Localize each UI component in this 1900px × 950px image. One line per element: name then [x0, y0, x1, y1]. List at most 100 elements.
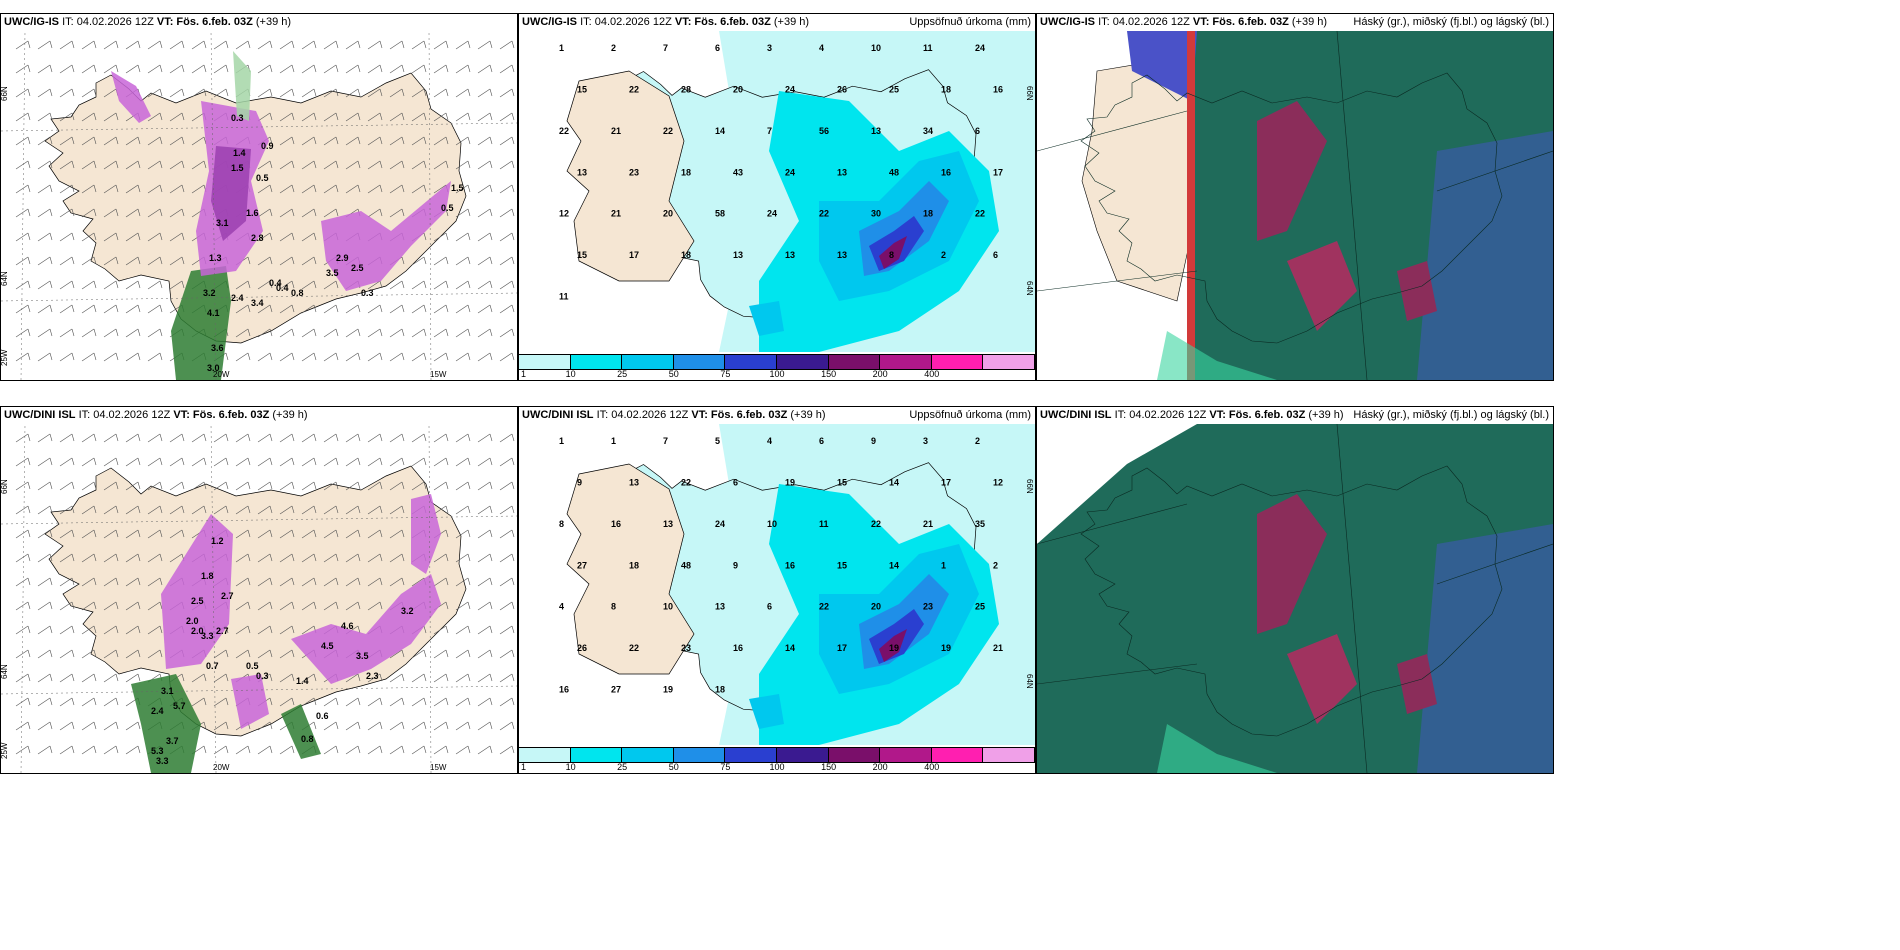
value-label: 34 [923, 126, 933, 136]
value-label: 24 [767, 209, 777, 219]
value-label: 48 [889, 167, 899, 177]
value-label: 0.5 [256, 173, 269, 183]
value-label: 22 [629, 84, 639, 94]
value-label: 0.3 [256, 671, 269, 681]
value-label: 7 [663, 436, 668, 446]
colorbar-ticks: 1 10 25 50 75 100 150 200 400 [519, 762, 1035, 772]
value-label: 3.7 [166, 736, 179, 746]
value-label: 3.5 [356, 651, 369, 661]
colorbar-tick: 200 [872, 762, 888, 772]
colorbar-swatch [880, 355, 932, 369]
value-label: 12 [993, 477, 1003, 487]
value-label: 7 [663, 43, 668, 53]
value-label: 7 [767, 126, 772, 136]
value-label: 14 [715, 126, 725, 136]
value-label: 2.7 [216, 626, 229, 636]
axis-label: 64N [1025, 674, 1034, 689]
field-title: Háský (gr.), miðský (fj.bl.) og lágský (… [1353, 16, 1549, 28]
axis-label: 25W [1, 742, 9, 759]
value-label: 43 [733, 167, 743, 177]
value-label: 2.4 [151, 706, 164, 716]
valid-time: VT: Fös. 6.feb. 03Z [156, 16, 253, 28]
colorbar-tick: 400 [924, 762, 940, 772]
value-label: 22 [629, 643, 639, 653]
valid-time: VT: Fös. 6.feb. 03Z [1192, 16, 1289, 28]
colorbar-swatch [519, 748, 571, 762]
value-label: 0.5 [246, 661, 259, 671]
panel-header: UWC/DINI ISL IT: 04.02.2026 12Z VT: Fös.… [1, 407, 517, 424]
value-label: 1.8 [201, 571, 214, 581]
colorbar-swatch [570, 748, 623, 762]
value-label: 4 [559, 602, 564, 612]
value-label: 2.8 [251, 233, 264, 243]
value-label: 3.6 [211, 343, 224, 353]
value-label: 24 [715, 519, 725, 529]
panel-cloud-cover-igis: UWC/IG-IS IT: 04.02.2026 12Z VT: Fös. 6.… [1036, 13, 1554, 381]
axis-label: 66N [1025, 86, 1034, 101]
value-label: 28 [681, 84, 691, 94]
value-label: 22 [663, 126, 673, 136]
axis-label: 20W [213, 763, 230, 772]
map-area[interactable]: 66N 64N 1 1 7 5 4 6 9 3 2 9 13 22 6 19 15 14 17 12 8 16 13 24 10… [519, 424, 1035, 745]
axis-label: 66N [1, 86, 9, 101]
value-label: 1 [941, 560, 946, 570]
value-label: 16 [785, 560, 795, 570]
value-label: 17 [837, 643, 847, 653]
value-label: 3 [923, 436, 928, 446]
map-area[interactable] [1037, 424, 1553, 773]
value-label: 2 [941, 250, 946, 260]
colorbar-tick: 150 [821, 762, 837, 772]
value-label: 23 [923, 602, 933, 612]
panel-precip-wind-igis: UWC/IG-IS IT: 04.02.2026 12Z VT: Fös. 6.… [0, 13, 518, 381]
axis-label: 64N [1025, 281, 1034, 296]
value-label: 1 [611, 436, 616, 446]
value-label: 18 [629, 560, 639, 570]
value-label: 24 [785, 84, 795, 94]
map-svg[interactable] [1037, 31, 1553, 380]
value-label: 6 [715, 43, 720, 53]
value-label: 11 [559, 292, 569, 302]
value-label: 2.4 [231, 293, 244, 303]
colorbar-tick: 75 [720, 369, 731, 379]
colorbar-ticks: 1 10 25 50 75 100 150 200 400 [519, 369, 1035, 379]
map-area[interactable]: 66N 64N 1 2 7 6 3 4 10 11 24 15 22 28 20 24 26 25 18 16 22 21… [519, 31, 1035, 352]
panel-header: UWC/IG-IS IT: 04.02.2026 12Z VT: Fös. 6.… [1037, 14, 1553, 31]
value-label: 13 [715, 602, 725, 612]
colorbar-swatches [519, 747, 1035, 763]
map-area[interactable] [1037, 31, 1553, 380]
colorbar-swatch [931, 355, 984, 369]
colorbar-swatch [776, 355, 829, 369]
map-svg[interactable] [1037, 424, 1553, 773]
colorbar: 1 10 25 50 75 100 150 200 400 [519, 745, 1035, 773]
map-svg[interactable]: 66N 64N 25W 20W 15W 0.3 1.4 1.5 1.6 3.1 2.8 3.2 4.1 3… [1, 31, 517, 380]
value-label: 1.4 [296, 676, 309, 686]
value-label: 9 [577, 477, 582, 487]
value-label: 6 [975, 126, 980, 136]
colorbar-swatch [622, 355, 674, 369]
value-label: 14 [889, 477, 899, 487]
value-label: 30 [871, 209, 881, 219]
value-label: 18 [715, 685, 725, 695]
value-label: 13 [629, 477, 639, 487]
lead-time: (+39 h) [1308, 409, 1344, 421]
axis-label: 66N [1, 479, 9, 494]
colorbar-swatch [828, 355, 881, 369]
value-label: 22 [819, 602, 829, 612]
value-label: 0.4 [269, 278, 282, 288]
value-label: 2 [993, 560, 998, 570]
value-label: 0.6 [316, 711, 329, 721]
value-label: 11 [819, 519, 829, 529]
map-area[interactable]: 66N 64N 25W 20W 15W 1.2 1.8 2.5 2.0 2.7 2.0 3.3 2.7 0… [1, 424, 517, 773]
value-label: 5.3 [151, 746, 164, 756]
value-label: 13 [577, 167, 587, 177]
valid-time: VT: Fös. 6.feb. 03Z [674, 16, 771, 28]
value-label: 9 [733, 560, 738, 570]
colorbar-tick: 25 [617, 369, 628, 379]
value-label: 10 [767, 519, 777, 529]
value-label: 18 [941, 84, 951, 94]
colorbar-tick: 10 [565, 369, 576, 379]
map-area[interactable]: 66N 64N 25W 20W 15W 0.3 1.4 1.5 1.6 3.1 2.8 3.2 4.1 3… [1, 31, 517, 380]
